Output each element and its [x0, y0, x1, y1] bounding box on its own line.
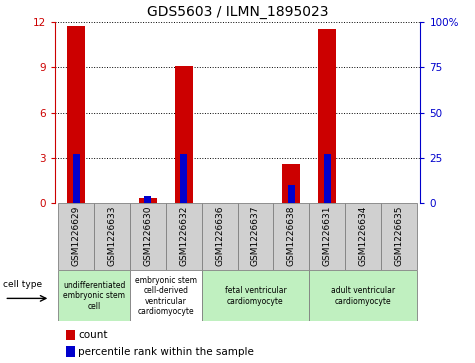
Text: GSM1226633: GSM1226633 [107, 205, 116, 266]
Bar [323, 154, 331, 203]
FancyBboxPatch shape [58, 270, 130, 321]
Text: GSM1226635: GSM1226635 [394, 205, 403, 266]
Text: percentile rank within the sample: percentile rank within the sample [78, 347, 254, 357]
Bar [67, 26, 85, 203]
Bar [144, 196, 152, 203]
FancyBboxPatch shape [309, 270, 417, 321]
FancyBboxPatch shape [202, 203, 238, 270]
FancyBboxPatch shape [309, 203, 345, 270]
FancyBboxPatch shape [202, 270, 309, 321]
Text: GSM1226631: GSM1226631 [323, 205, 332, 266]
Text: adult ventricular
cardiomyocyte: adult ventricular cardiomyocyte [331, 286, 395, 306]
FancyBboxPatch shape [58, 203, 94, 270]
Bar [282, 164, 300, 203]
FancyBboxPatch shape [238, 203, 273, 270]
Text: GSM1226632: GSM1226632 [179, 205, 188, 266]
FancyBboxPatch shape [130, 270, 202, 321]
Bar [288, 185, 295, 203]
Text: GSM1226638: GSM1226638 [287, 205, 296, 266]
FancyBboxPatch shape [345, 203, 381, 270]
FancyBboxPatch shape [273, 203, 309, 270]
Bar [139, 198, 157, 203]
Text: cell type: cell type [3, 280, 42, 289]
FancyBboxPatch shape [381, 203, 417, 270]
Bar [66, 330, 75, 340]
Text: GSM1226629: GSM1226629 [72, 205, 81, 266]
Text: GSM1226630: GSM1226630 [143, 205, 152, 266]
FancyBboxPatch shape [130, 203, 166, 270]
Bar [180, 154, 187, 203]
Text: GSM1226636: GSM1226636 [215, 205, 224, 266]
FancyBboxPatch shape [166, 203, 202, 270]
Text: count: count [78, 330, 108, 340]
Title: GDS5603 / ILMN_1895023: GDS5603 / ILMN_1895023 [147, 5, 328, 19]
FancyBboxPatch shape [94, 203, 130, 270]
Text: undifferentiated
embryonic stem
cell: undifferentiated embryonic stem cell [63, 281, 125, 311]
Bar [73, 154, 80, 203]
Bar [175, 66, 193, 203]
Text: GSM1226637: GSM1226637 [251, 205, 260, 266]
Bar [66, 346, 75, 357]
Bar [318, 29, 336, 203]
Text: fetal ventricular
cardiomyocyte: fetal ventricular cardiomyocyte [225, 286, 286, 306]
Text: embryonic stem
cell-derived
ventricular
cardiomyocyte: embryonic stem cell-derived ventricular … [135, 276, 197, 316]
Text: GSM1226634: GSM1226634 [359, 205, 368, 266]
